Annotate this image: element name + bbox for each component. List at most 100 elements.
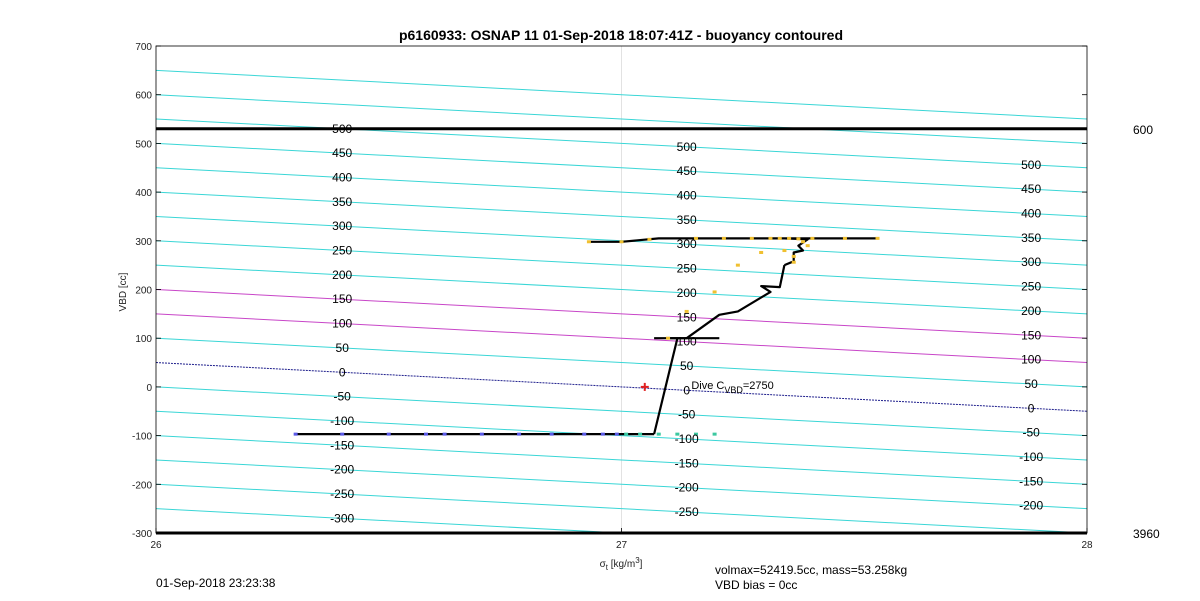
y-tick-label: 400	[135, 188, 152, 199]
contour-label: 0	[339, 365, 346, 379]
markers-layer: Dive CVBD=2750	[293, 236, 880, 436]
contour-label: 150	[1021, 328, 1041, 342]
contour-line	[156, 362, 1087, 412]
data-point	[386, 432, 391, 436]
y-axis-label: VBD [cc]	[118, 272, 129, 311]
contour-label: 300	[1021, 255, 1041, 269]
data-point	[842, 236, 847, 240]
data-point	[810, 236, 815, 240]
contour-label: 250	[677, 262, 697, 276]
contour-label: 200	[1021, 304, 1041, 318]
contour-label: -150	[1019, 474, 1043, 488]
data-point	[600, 432, 605, 436]
contour-label: -200	[675, 481, 699, 495]
y-tick-label: 300	[135, 237, 152, 248]
contour-line	[156, 264, 1087, 315]
contour-label: 100	[1021, 353, 1041, 367]
contour-label: -200	[330, 463, 354, 477]
contour-label: 450	[1021, 182, 1041, 196]
contour-label: 400	[1021, 207, 1041, 221]
data-point	[693, 236, 698, 240]
contour-line	[156, 240, 1087, 290]
y-tick-label: -200	[132, 480, 152, 491]
data-point	[875, 236, 880, 240]
data-point	[517, 432, 522, 436]
data-point	[791, 260, 796, 264]
dive-cvbd-annotation: Dive CVBD=2750	[691, 380, 773, 395]
data-point	[805, 244, 810, 248]
y-tick-label: 600	[135, 91, 152, 102]
contour-line	[156, 69, 1087, 120]
data-point	[614, 432, 619, 436]
x-tick-label: 28	[1081, 540, 1093, 551]
data-point	[787, 236, 792, 240]
data-point	[749, 236, 754, 240]
contour-label: 350	[677, 213, 697, 227]
data-point	[340, 432, 345, 436]
data-point	[712, 290, 717, 294]
contour-labels-layer: 500450400350300250200150100500-50-100-15…	[330, 122, 1043, 526]
chart-title: p6160933: OSNAP 11 01-Sep-2018 18:07:41Z…	[399, 27, 843, 43]
x-tick-label: 26	[150, 540, 162, 551]
y-tick-label: 500	[135, 139, 152, 150]
contour-line	[156, 410, 1087, 461]
limit-line-label: 600	[1133, 123, 1153, 137]
contour-label: 50	[1024, 377, 1038, 391]
data-point	[801, 240, 806, 244]
contour-label: -100	[675, 432, 699, 446]
data-point	[712, 432, 717, 436]
data-point	[656, 432, 661, 436]
contour-line	[156, 435, 1087, 485]
contour-label: 500	[677, 140, 697, 154]
data-point	[293, 432, 298, 436]
data-point	[638, 432, 643, 436]
contour-label: 200	[332, 268, 352, 282]
footer-timestamp: 01-Sep-2018 23:23:38	[156, 576, 276, 590]
contour-label: 50	[336, 341, 350, 355]
contour-label: 250	[1021, 280, 1041, 294]
contour-line	[156, 313, 1087, 364]
contour-label: 350	[1021, 231, 1041, 245]
contour-label: 400	[677, 189, 697, 203]
x-tick-label: 27	[616, 540, 628, 551]
contour-line	[156, 386, 1087, 437]
contour-label: -100	[330, 414, 354, 428]
data-point	[782, 249, 787, 253]
contour-label: 300	[332, 219, 352, 233]
contour-label: 0	[683, 383, 690, 397]
limit-line-label: 3960	[1133, 527, 1160, 541]
y-tick-label: -300	[132, 529, 152, 540]
contour-label: -100	[1019, 450, 1043, 464]
contour-label: -200	[1019, 499, 1043, 513]
contour-label: 300	[677, 237, 697, 251]
data-point	[735, 263, 740, 267]
data-point	[586, 240, 591, 244]
contour-label: -250	[675, 505, 699, 519]
contour-label: 100	[332, 317, 352, 331]
data-point	[666, 336, 671, 340]
y-tick-label: 700	[135, 42, 152, 53]
data-point	[759, 250, 764, 254]
contour-label: 150	[332, 292, 352, 306]
footer-volmax-mass: volmax=52419.5cc, mass=53.258kg	[715, 563, 907, 577]
y-tick-label: 200	[135, 286, 152, 297]
data-point	[721, 236, 726, 240]
contour-label: -50	[334, 390, 352, 404]
data-point	[768, 236, 773, 240]
contour-line	[156, 289, 1087, 339]
contour-label: 150	[677, 310, 697, 324]
y-tick-label: -100	[132, 432, 152, 443]
contour-label: 500	[332, 122, 352, 136]
data-point	[675, 432, 680, 436]
data-point	[619, 240, 624, 244]
contour-line	[156, 94, 1087, 144]
contour-label: 50	[680, 359, 694, 373]
footer-vbd-bias: VBD bias = 0cc	[715, 578, 797, 592]
contour-label: 450	[677, 164, 697, 178]
data-point	[693, 432, 698, 436]
contour-layer	[156, 69, 1087, 533]
contour-label: 0	[1028, 401, 1035, 415]
data-point	[791, 254, 796, 258]
